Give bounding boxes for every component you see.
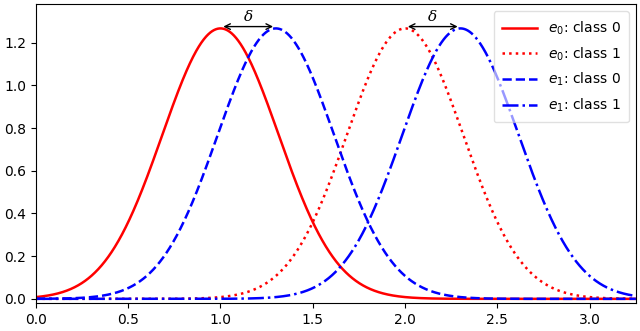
$e_1$: class 0: (1.3, 1.27): class 0: (1.3, 1.27) xyxy=(272,26,280,30)
$e_1$: class 0: (3.25, 6.04e-09): class 0: (3.25, 6.04e-09) xyxy=(632,297,639,301)
$e_0$: class 0: (3.25, 1.06e-11): class 0: (3.25, 1.06e-11) xyxy=(632,297,639,301)
$e_1$: class 0: (0, 0.000254): class 0: (0, 0.000254) xyxy=(32,297,40,301)
Line: $e_0$: class 0: $e_0$: class 0 xyxy=(36,28,636,299)
$e_1$: class 1: (3.16, 0.0312): class 1: (3.16, 0.0312) xyxy=(615,290,623,294)
$e_0$: class 1: (1.58, 0.521): class 1: (1.58, 0.521) xyxy=(324,186,332,190)
$e_1$: class 0: (1.58, 0.849): class 0: (1.58, 0.849) xyxy=(324,116,332,119)
$e_0$: class 0: (1.5, 0.367): class 0: (1.5, 0.367) xyxy=(308,218,316,222)
$e_0$: class 1: (2.56, 0.26): class 1: (2.56, 0.26) xyxy=(505,241,513,245)
Line: $e_0$: class 1: $e_0$: class 1 xyxy=(36,28,636,299)
$e_0$: class 0: (1.58, 0.23): class 0: (1.58, 0.23) xyxy=(324,248,332,252)
$e_0$: class 0: (2.56, 5.92e-06): class 0: (2.56, 5.92e-06) xyxy=(505,297,513,301)
$e_0$: class 1: (0, 2.23e-09): class 1: (0, 2.23e-09) xyxy=(32,297,40,301)
$e_1$: class 1: (0.166, 1.36e-10): class 1: (0.166, 1.36e-10) xyxy=(63,297,70,301)
$e_0$: class 1: (3.25, 0.000482): class 1: (3.25, 0.000482) xyxy=(632,297,639,301)
Line: $e_1$: class 0: $e_1$: class 0 xyxy=(36,28,636,299)
$e_0$: class 0: (0.166, 0.038): class 0: (0.166, 0.038) xyxy=(63,289,70,293)
$e_1$: class 1: (1.58, 0.0931): class 1: (1.58, 0.0931) xyxy=(324,277,332,281)
$e_1$: class 1: (2.3, 1.27): class 1: (2.3, 1.27) xyxy=(457,26,465,30)
$e_0$: class 1: (3.16, 0.00148): class 1: (3.16, 0.00148) xyxy=(615,297,623,301)
$e_1$: class 1: (2.56, 0.899): class 1: (2.56, 0.899) xyxy=(505,105,513,109)
$e_1$: class 0: (3.16, 3.57e-08): class 0: (3.16, 3.57e-08) xyxy=(615,297,623,301)
$e_0$: class 0: (1, 1.27): class 0: (1, 1.27) xyxy=(216,26,224,30)
$e_1$: class 1: (3.25, 0.0134): class 1: (3.25, 0.0134) xyxy=(632,294,639,298)
$e_1$: class 0: (0.166, 0.00194): class 0: (0.166, 0.00194) xyxy=(63,297,70,301)
$e_1$: class 0: (2.56, 0.000421): class 0: (2.56, 0.000421) xyxy=(505,297,513,301)
Line: $e_1$: class 1: $e_1$: class 1 xyxy=(36,28,636,299)
$e_1$: class 0: (3.16, 3.69e-08): class 0: (3.16, 3.69e-08) xyxy=(614,297,622,301)
Text: δ: δ xyxy=(244,11,253,24)
$e_0$: class 1: (2, 1.27): class 1: (2, 1.27) xyxy=(401,26,409,30)
$e_1$: class 1: (3.16, 0.0316): class 1: (3.16, 0.0316) xyxy=(614,290,622,294)
$e_0$: class 1: (0.166, 5.5e-08): class 1: (0.166, 5.5e-08) xyxy=(63,297,70,301)
$e_0$: class 1: (1.49, 0.349): class 1: (1.49, 0.349) xyxy=(308,222,316,226)
Text: δ: δ xyxy=(428,11,437,24)
$e_0$: class 0: (3.16, 8.57e-11): class 0: (3.16, 8.57e-11) xyxy=(614,297,622,301)
$e_0$: class 0: (3.16, 8.27e-11): class 0: (3.16, 8.27e-11) xyxy=(615,297,623,301)
Legend: $e_0$: class 0, $e_0$: class 1, $e_1$: class 0, $e_1$: class 1: $e_0$: class 0, $e_0$: class 1, $e_1$: c… xyxy=(493,11,629,122)
$e_1$: class 1: (0, 3.36e-12): class 1: (0, 3.36e-12) xyxy=(32,297,40,301)
$e_0$: class 0: (0, 0.00821): class 0: (0, 0.00821) xyxy=(32,295,40,299)
$e_1$: class 1: (1.49, 0.048): class 1: (1.49, 0.048) xyxy=(308,287,316,291)
$e_1$: class 0: (1.5, 1.04): class 0: (1.5, 1.04) xyxy=(308,74,316,78)
$e_0$: class 1: (3.16, 0.00151): class 1: (3.16, 0.00151) xyxy=(614,297,622,301)
